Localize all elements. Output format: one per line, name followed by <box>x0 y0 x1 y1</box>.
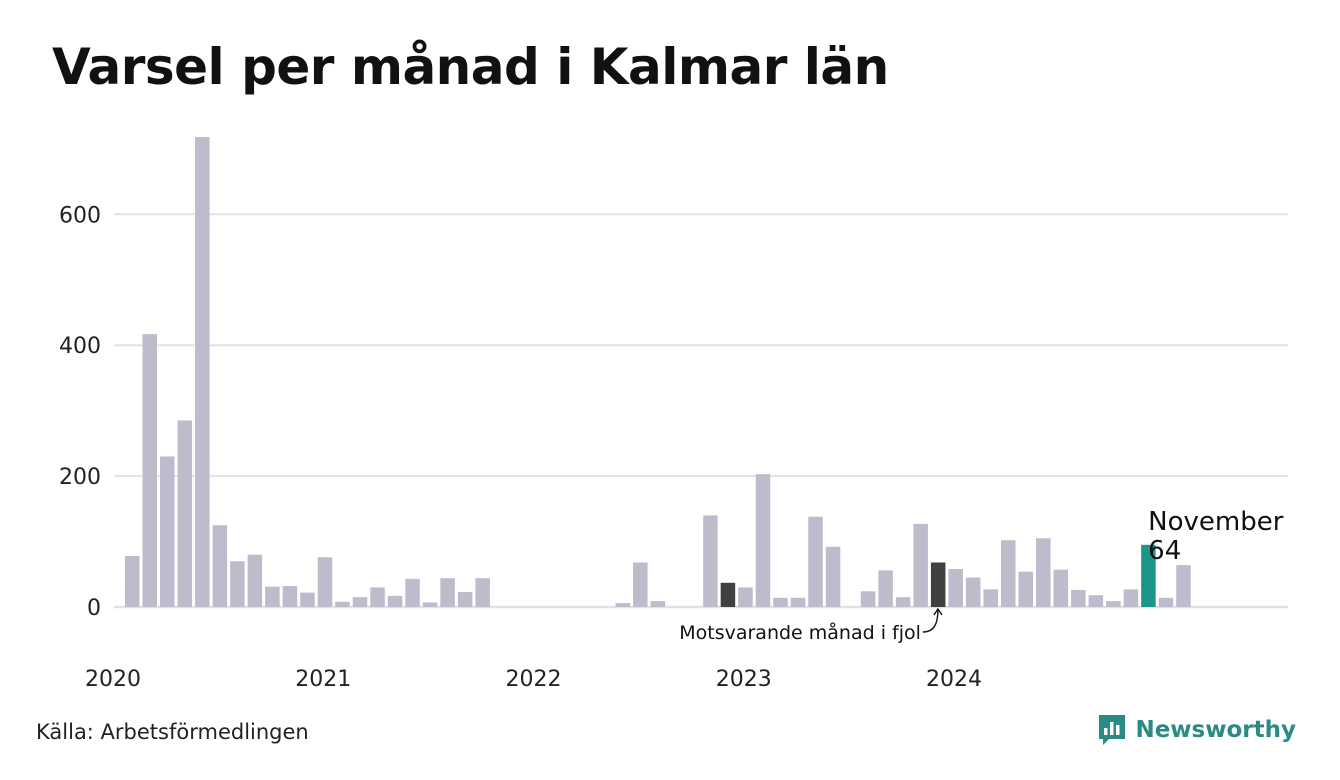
y-axis-ticks: 0 200 400 600 <box>59 203 101 621</box>
y-tick-label: 0 <box>87 596 101 621</box>
annotation-arrowhead <box>933 607 943 616</box>
bar-2020-01 <box>125 555 140 607</box>
bar-2023-08 <box>878 570 893 607</box>
bar-2024-03 <box>1001 540 1016 607</box>
bar-2022-11 <box>720 582 736 607</box>
source-note: Källa: Arbetsförmedlingen <box>36 720 309 744</box>
bar-2022-07 <box>650 601 666 607</box>
chart-title: Varsel per månad i Kalmar län <box>52 38 889 96</box>
bar-undefined <box>1176 565 1191 607</box>
bar-2021-07 <box>440 578 455 607</box>
bar-2020-04 <box>177 420 193 607</box>
bar-2023-07 <box>860 591 876 607</box>
bar-2024-02 <box>983 589 998 607</box>
x-tick-label: 2024 <box>926 667 982 692</box>
bar-2024-09 <box>1106 601 1121 607</box>
bar-2022-05 <box>615 603 631 607</box>
bar-2023-09 <box>895 597 911 607</box>
bar-2020-08 <box>247 554 263 607</box>
bar-2020-07 <box>230 561 245 607</box>
bar-2021-05 <box>405 578 420 607</box>
newsworthy-logo-icon <box>1099 715 1126 745</box>
bar-2023-05 <box>825 546 841 607</box>
bar-2023-01 <box>755 474 771 607</box>
bar-2024-08 <box>1088 595 1104 607</box>
bar-2021-08 <box>457 591 473 607</box>
bar-2020-02 <box>142 334 158 607</box>
bar-2021-02 <box>352 597 368 607</box>
bar-2022-12 <box>738 587 753 607</box>
bar-2024-11 <box>1141 544 1156 607</box>
y-tick-label: 600 <box>59 203 101 228</box>
bar-2020-12 <box>317 557 333 607</box>
bar-2021-01 <box>335 601 350 607</box>
annotation-arrow <box>922 609 939 633</box>
bars <box>125 137 1191 607</box>
bar-2023-11 <box>930 562 946 607</box>
current-value-label: 64 <box>1148 536 1181 566</box>
bar-2021-03 <box>370 587 385 607</box>
bar-2020-05 <box>195 137 210 607</box>
bar-2020-09 <box>265 586 280 607</box>
x-tick-label: 2020 <box>85 667 141 692</box>
bar-2021-04 <box>387 595 403 607</box>
brand-name: Newsworthy <box>1135 717 1296 743</box>
bar-2023-12 <box>948 569 963 607</box>
x-tick-label: 2022 <box>505 667 561 692</box>
bar-2023-04 <box>808 516 823 607</box>
grid-lines <box>114 213 1288 609</box>
bar-2024-07 <box>1071 589 1086 607</box>
bar-2024-04 <box>1018 571 1034 607</box>
brand[interactable]: Newsworthy <box>1097 713 1296 747</box>
x-tick-label: 2021 <box>295 667 351 692</box>
bar-2023-02 <box>773 597 788 607</box>
bar-2022-06 <box>633 562 648 607</box>
bar-2024-05 <box>1036 538 1051 607</box>
bar-2024-06 <box>1053 569 1069 607</box>
bar-2020-06 <box>212 525 228 607</box>
y-tick-label: 400 <box>59 334 101 359</box>
annotation-label: Motsvarande månad i fjol <box>679 621 921 644</box>
bar-2021-09 <box>475 578 490 607</box>
bar-2024-01 <box>965 577 981 607</box>
bar-2020-10 <box>282 586 298 607</box>
bar-2024-10 <box>1123 589 1139 607</box>
bar-2022-10 <box>703 515 718 607</box>
bar-2020-03 <box>160 456 175 607</box>
bar-2023-03 <box>790 597 806 607</box>
bar-2020-11 <box>300 592 315 607</box>
x-tick-label: 2023 <box>716 667 772 692</box>
y-tick-label: 200 <box>59 465 101 490</box>
current-month-label: November <box>1148 507 1284 537</box>
bar-undefined <box>1158 597 1174 607</box>
bar-2023-10 <box>913 523 928 607</box>
bar-2021-06 <box>422 602 438 607</box>
x-axis-ticks: 2020 2021 2022 2023 2024 <box>85 667 982 692</box>
